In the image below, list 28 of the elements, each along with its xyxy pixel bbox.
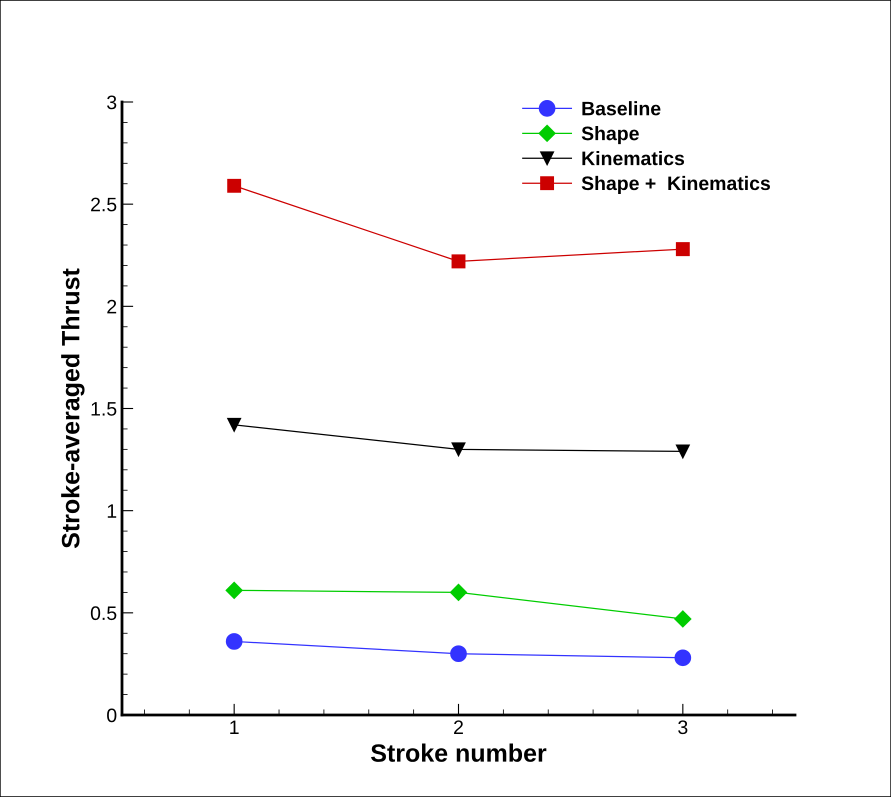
point <box>676 242 690 256</box>
y-tick-label: 0.5 <box>90 606 116 620</box>
x-tick-label: 3 <box>678 720 688 734</box>
y-tick-label: 2 <box>107 300 116 314</box>
x-axis-title: Stroke number <box>371 744 546 762</box>
y-tick-label: 1.5 <box>92 402 116 416</box>
legend-label: Shape <box>582 126 639 144</box>
y-tick-label: 1 <box>108 504 116 518</box>
y-tick-label: 3 <box>107 95 116 110</box>
point <box>226 582 243 599</box>
point <box>674 649 692 666</box>
x-tick-label: 2 <box>454 720 463 734</box>
point <box>227 418 242 432</box>
point <box>227 178 242 193</box>
y-tick-label: 2.5 <box>91 198 116 212</box>
legend-label: Kinematics <box>582 150 684 166</box>
legend-label: Baseline <box>582 101 660 116</box>
point <box>450 584 468 601</box>
point <box>450 645 467 662</box>
point <box>452 254 466 268</box>
point <box>452 442 466 456</box>
legend-label: Shape + Kinematics <box>582 176 770 194</box>
point <box>676 444 690 458</box>
point <box>674 610 692 628</box>
y-tick-label: 0 <box>107 708 116 722</box>
point <box>226 633 242 650</box>
y-axis-title: Stroke-averaged Thrust <box>61 268 85 548</box>
x-tick-label: 1 <box>230 720 239 734</box>
